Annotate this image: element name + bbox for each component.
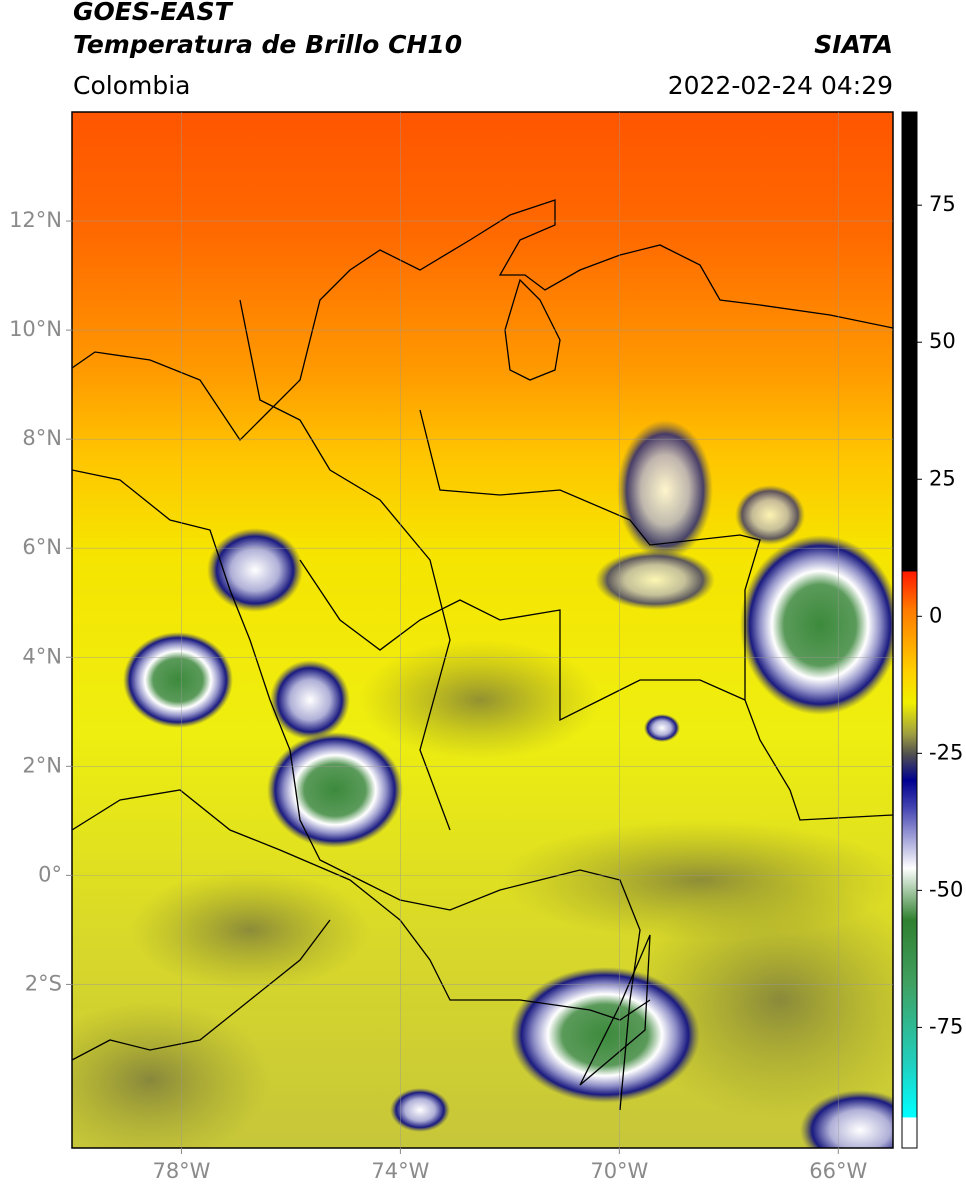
colorbar [901,111,918,1149]
satellite-image [72,112,893,1148]
y-tick-label: 10°N [9,317,62,341]
subtitle: Temperatura de Brillo CH10 [73,30,462,59]
x-tick-label: 74°W [371,1159,429,1183]
x-tick-label: 66°W [809,1159,867,1183]
y-tick-label: 6°N [22,535,62,559]
colorbar-label: 75 [929,192,956,216]
y-tick-label: 8°N [22,426,62,450]
y-tick-label: 12°N [9,208,62,232]
colorbar-label: 50 [929,329,956,353]
borders [72,199,893,1111]
source: SIATA [814,30,893,59]
colorbar-label: -75 [929,1014,963,1038]
y-tick-label: 2°N [22,753,62,777]
y-tick-label: 0° [38,862,62,886]
colorbar-label: -50 [929,877,963,901]
colorbar-label: 25 [929,466,956,490]
map-frame [71,111,894,1149]
region: Colombia [73,71,190,100]
y-tick-label: 4°N [22,644,62,668]
colorbar-label: 0 [929,603,942,627]
datetime: 2022-02-24 04:29 [668,71,893,100]
colorbar-label: -25 [929,740,963,764]
x-tick-label: 70°W [590,1159,648,1183]
x-tick-label: 78°W [152,1159,210,1183]
title: GOES-EAST [73,0,234,26]
y-tick-label: 2°S [25,971,62,995]
